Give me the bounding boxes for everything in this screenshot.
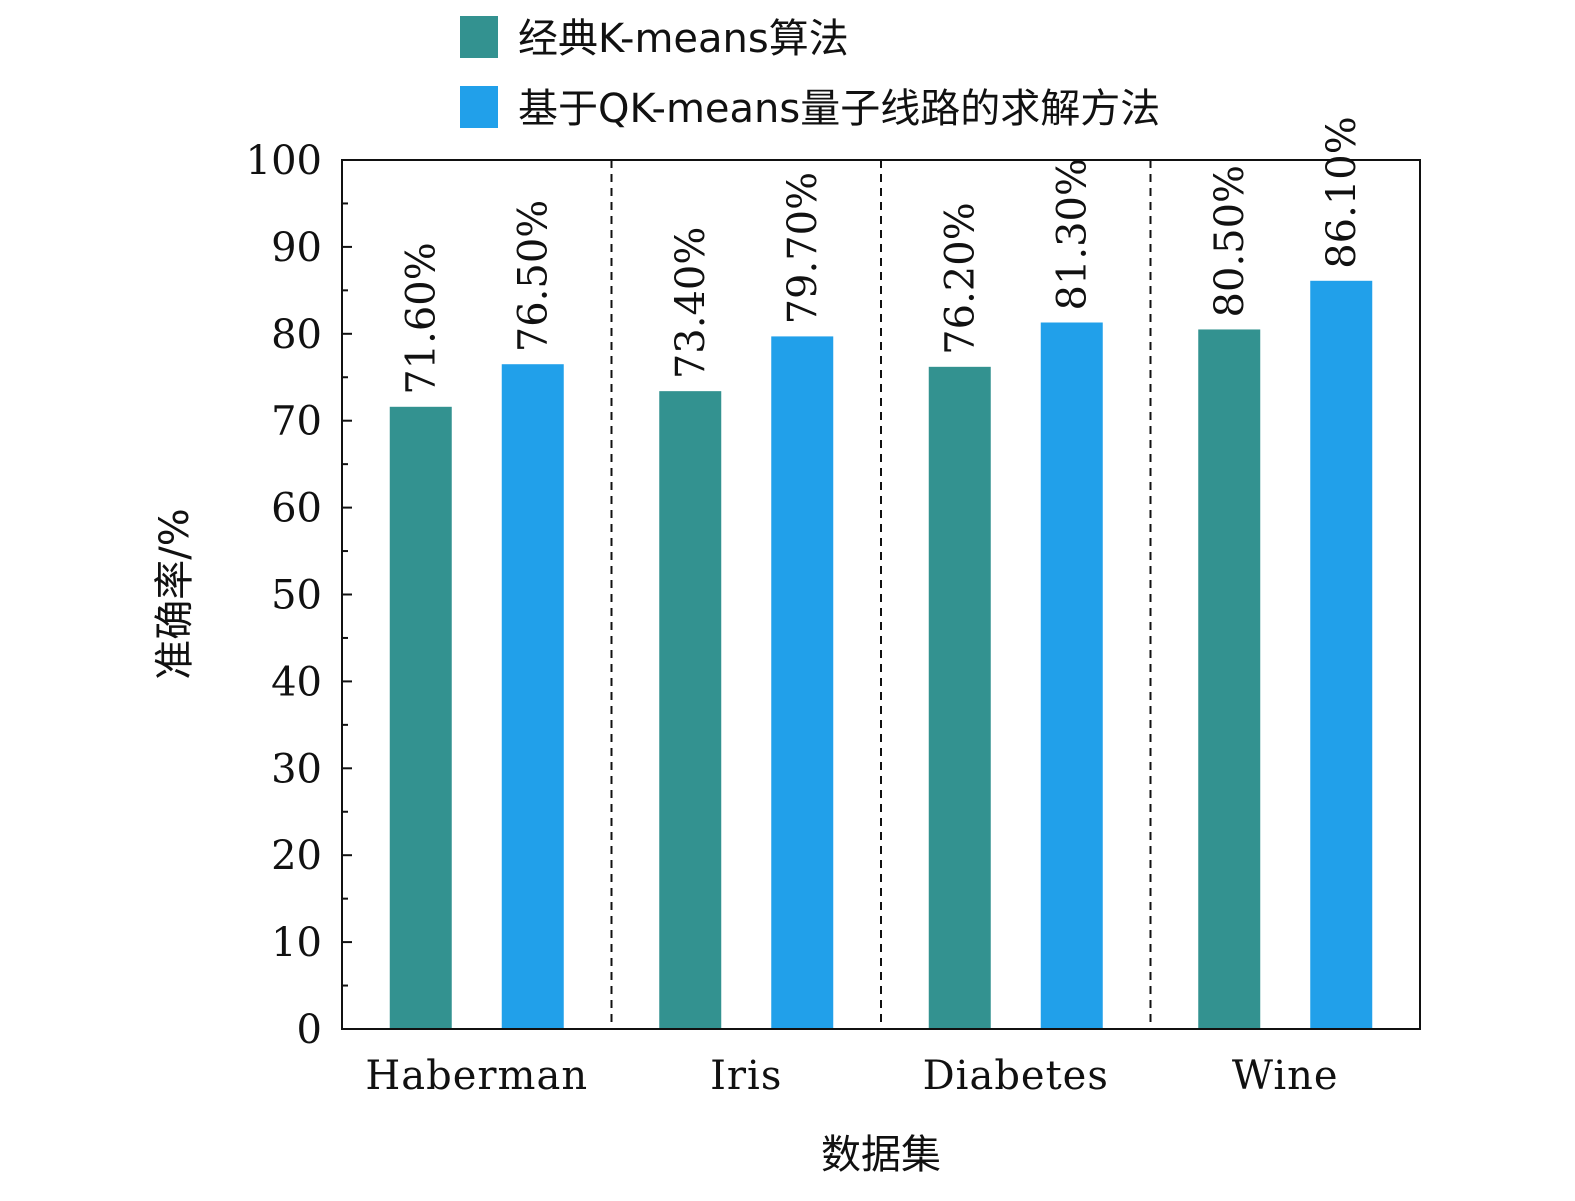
data-label: 73.40%: [668, 227, 714, 380]
x-category-label: Diabetes: [923, 1053, 1109, 1099]
y-tick-label: 10: [271, 920, 322, 966]
x-category-label: Wine: [1232, 1053, 1339, 1099]
y-tick-label: 90: [271, 225, 322, 271]
bar-wine-series-2: [1310, 280, 1373, 1029]
data-label: 81.30%: [1050, 158, 1096, 311]
bar-wine-series-1: [1198, 329, 1261, 1030]
x-axis-title: 数据集: [821, 1132, 941, 1178]
y-tick-label: 20: [271, 833, 322, 879]
bar-diabetes-series-2: [1040, 322, 1103, 1029]
y-tick-label: 30: [271, 746, 322, 792]
y-tick-label: 80: [271, 312, 322, 358]
y-tick-label: 50: [271, 573, 322, 619]
plot-frame: [341, 159, 1421, 1030]
bar-haberman-series-1: [389, 406, 452, 1029]
legend-swatch-series-1: [460, 16, 498, 58]
legend-label-series-1: 经典K-means算法: [518, 16, 849, 62]
bar-iris-series-2: [771, 336, 834, 1030]
y-tick-label: 60: [271, 486, 322, 532]
y-tick-label: 100: [246, 138, 322, 184]
legend: 经典K-means算法 基于QK-means量子线路的求解方法: [460, 16, 1160, 132]
data-label: 86.10%: [1319, 116, 1365, 269]
y-tick-label: 70: [271, 399, 322, 445]
bar-diabetes-series-1: [928, 366, 991, 1029]
legend-label-series-2: 基于QK-means量子线路的求解方法: [518, 86, 1160, 132]
x-category-label: Haberman: [365, 1053, 588, 1099]
y-axis-title: 准确率/%: [152, 508, 198, 679]
y-tick-label: 0: [297, 1007, 322, 1053]
bar-haberman-series-2: [501, 364, 564, 1030]
data-label: 76.50%: [511, 200, 557, 353]
plot-area: 0 10 20 30 40 50 60 70 80 90 100 71.60% 76.50% Haberm…: [246, 116, 1373, 1099]
data-label: 79.70%: [780, 172, 826, 325]
data-label: 71.60%: [399, 242, 445, 395]
data-label: 80.50%: [1207, 165, 1253, 318]
x-category-label: Iris: [710, 1053, 782, 1099]
data-label: 76.20%: [938, 202, 984, 355]
y-tick-label: 40: [271, 659, 322, 705]
legend-swatch-series-2: [460, 86, 498, 128]
bar-iris-series-1: [659, 391, 722, 1029]
